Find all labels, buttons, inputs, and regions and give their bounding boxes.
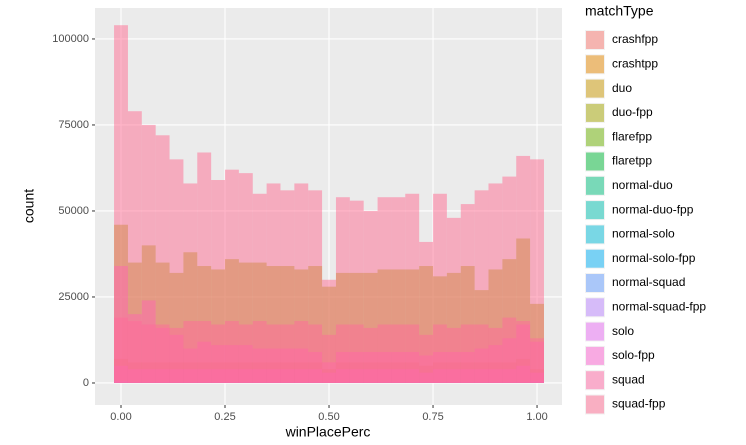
bar bbox=[488, 183, 503, 383]
legend-key bbox=[586, 103, 604, 122]
legend-key bbox=[586, 152, 604, 171]
bar bbox=[308, 190, 323, 383]
bar bbox=[266, 183, 281, 383]
bar bbox=[530, 159, 544, 383]
bar bbox=[391, 197, 406, 383]
bar bbox=[502, 176, 517, 383]
bar bbox=[460, 204, 475, 383]
bar bbox=[225, 169, 239, 383]
bar bbox=[238, 173, 253, 383]
bar bbox=[377, 197, 392, 383]
legend-label: normal-squad-fpp bbox=[612, 299, 706, 313]
legend-key bbox=[586, 249, 604, 268]
bar bbox=[349, 200, 364, 383]
legend-key bbox=[586, 395, 604, 414]
legend-label: crashfpp bbox=[612, 32, 658, 46]
bar bbox=[446, 217, 461, 383]
legend-key bbox=[586, 55, 604, 74]
legend-label: squad bbox=[612, 372, 645, 386]
legend-key bbox=[586, 371, 604, 390]
bar bbox=[335, 197, 350, 383]
x-tick-label: 0.00 bbox=[110, 411, 131, 423]
bar bbox=[294, 183, 309, 383]
legend-key bbox=[586, 201, 604, 220]
legend-label: solo bbox=[612, 324, 634, 338]
bar bbox=[322, 279, 336, 383]
y-tick-label: 100000 bbox=[52, 33, 89, 45]
bar bbox=[114, 25, 128, 383]
legend-label: normal-squad bbox=[612, 275, 685, 289]
legend-key bbox=[586, 322, 604, 341]
bar bbox=[516, 155, 531, 383]
legend-label: crashtpp bbox=[612, 56, 658, 70]
legend-label: normal-duo-fpp bbox=[612, 202, 694, 216]
legend-label: solo-fpp bbox=[612, 348, 655, 362]
x-tick-label: 1.00 bbox=[526, 411, 547, 423]
y-tick-label: 0 bbox=[83, 377, 89, 389]
y-axis-label: count bbox=[21, 189, 37, 223]
legend-key bbox=[586, 176, 604, 195]
y-tick-label: 25000 bbox=[58, 291, 89, 303]
legend-label: duo-fpp bbox=[612, 105, 653, 119]
bar bbox=[280, 190, 295, 383]
legend-key bbox=[586, 31, 604, 49]
legend-label: squad-fpp bbox=[612, 397, 666, 411]
legend-key bbox=[586, 274, 604, 292]
legend-key bbox=[586, 225, 604, 244]
bar bbox=[474, 190, 489, 383]
legend-key bbox=[586, 346, 604, 365]
x-tick-label: 0.50 bbox=[318, 411, 339, 423]
bar bbox=[197, 152, 212, 383]
y-tick-label: 75000 bbox=[58, 119, 89, 131]
x-axis-label: winPlacePerc bbox=[285, 424, 371, 440]
legend-label: normal-solo-fpp bbox=[612, 251, 696, 265]
bar bbox=[183, 183, 198, 383]
bar bbox=[155, 135, 170, 383]
bar bbox=[211, 180, 226, 383]
legend-label: normal-solo bbox=[612, 227, 675, 241]
legend-title: matchType bbox=[585, 3, 654, 19]
bar bbox=[363, 210, 378, 383]
legend-key bbox=[586, 128, 604, 147]
bar bbox=[433, 193, 447, 383]
bar bbox=[419, 241, 434, 383]
bar bbox=[141, 124, 156, 383]
x-tick-label: 0.25 bbox=[214, 411, 235, 423]
bar bbox=[252, 193, 267, 383]
x-tick-label: 0.75 bbox=[422, 411, 443, 423]
legend-label: flarefpp bbox=[612, 129, 652, 143]
legend-label: duo bbox=[612, 81, 632, 95]
bar bbox=[127, 111, 142, 383]
legend-key bbox=[586, 79, 604, 98]
bar bbox=[405, 193, 420, 383]
legend-label: flaretpp bbox=[612, 154, 652, 168]
legend-key bbox=[586, 298, 604, 317]
y-tick-label: 50000 bbox=[58, 205, 89, 217]
bar bbox=[169, 159, 184, 383]
legend-label: normal-duo bbox=[612, 178, 673, 192]
